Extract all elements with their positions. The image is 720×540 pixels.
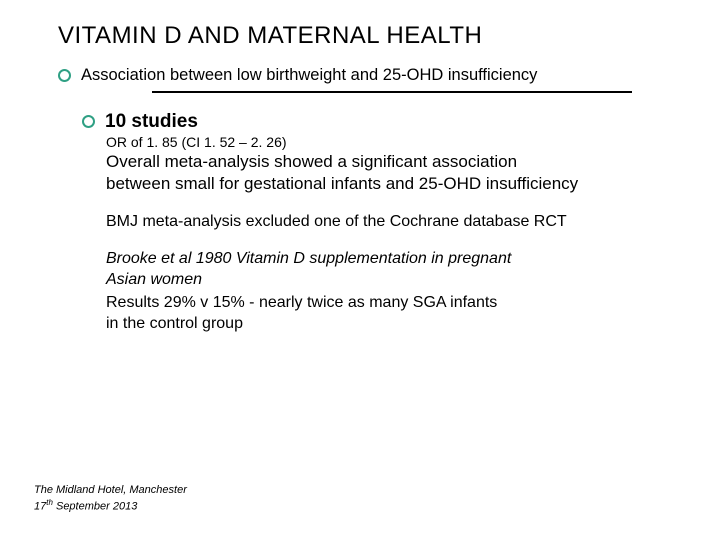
overall-line1: Overall meta-analysis showed a significa… [106, 152, 517, 171]
results-paragraph: Results 29% v 15% - nearly twice as many… [106, 293, 690, 335]
overall-paragraph: Overall meta-analysis showed a significa… [106, 151, 690, 196]
bmj-line: BMJ meta-analysis excluded one of the Co… [106, 213, 690, 231]
results-line2: in the control group [106, 315, 243, 332]
brooke-citation: Brooke et al 1980 Vitamin D supplementat… [106, 249, 690, 291]
bullet-circle-icon [82, 115, 95, 128]
brooke-line1: Brooke et al 1980 Vitamin D supplementat… [106, 250, 511, 267]
footer-date-ordinal: th [46, 498, 53, 507]
body-content: 10 studies OR of 1. 85 (CI 1. 52 – 2. 26… [58, 111, 690, 335]
overall-line2: between small for gestational infants an… [106, 174, 578, 193]
divider-line [152, 91, 632, 93]
brooke-line2: Asian women [106, 271, 202, 288]
odds-ratio-line: OR of 1. 85 (CI 1. 52 – 2. 26) [106, 134, 690, 150]
bullet-circle-icon [58, 69, 71, 82]
footer-venue: The Midland Hotel, Manchester [34, 484, 187, 496]
subtitle-text: Association between low birthweight and … [81, 66, 537, 85]
footer: The Midland Hotel, Manchester 17th Septe… [34, 483, 187, 514]
footer-date-day: 17 [34, 500, 46, 512]
slide: VITAMIN D AND MATERNAL HEALTH Associatio… [0, 0, 720, 540]
slide-title: VITAMIN D AND MATERNAL HEALTH [58, 22, 690, 50]
subtitle-row: Association between low birthweight and … [58, 66, 690, 85]
footer-date-rest: September 2013 [53, 500, 137, 512]
results-line1: Results 29% v 15% - nearly twice as many… [106, 294, 497, 311]
studies-heading: 10 studies [105, 111, 198, 133]
studies-row: 10 studies [82, 111, 690, 133]
